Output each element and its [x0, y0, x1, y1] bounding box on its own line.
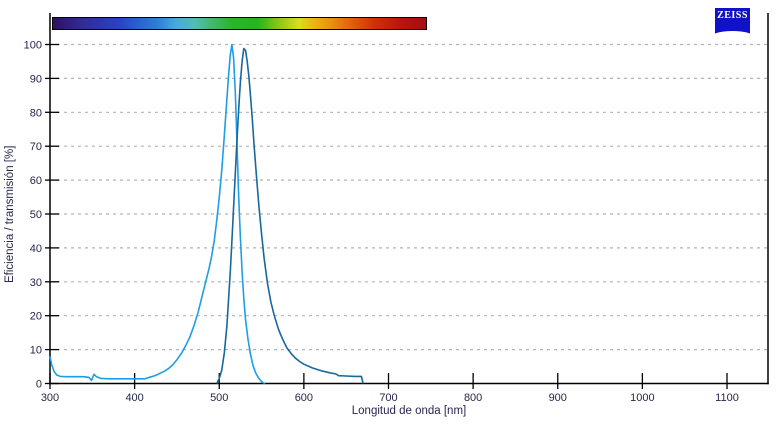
y-tick-label: 30 [30, 277, 42, 289]
y-tick-label: 10 [30, 345, 42, 357]
y-tick-label: 60 [30, 175, 42, 187]
x-tick-label: 700 [379, 392, 397, 404]
zeiss-logo-label: ZEISS [717, 10, 748, 21]
y-tick-label: 40 [30, 243, 42, 255]
y-axis-title: Eficiencia / transmisión [%] [4, 145, 16, 283]
x-tick-label: 1100 [715, 392, 739, 404]
y-tick-label: 50 [30, 209, 42, 221]
emission-spectrum-curve [215, 47, 364, 384]
x-tick-label: 300 [41, 392, 59, 404]
zeiss-logo: ZEISS [715, 8, 750, 37]
x-axis-title: Longitud de onda [nm] [351, 405, 467, 417]
x-tick-label: 600 [295, 392, 313, 404]
x-tick-label: 900 [549, 392, 567, 404]
visible-spectrum-bar [52, 17, 427, 30]
x-tick-label: 800 [464, 392, 482, 404]
x-tick-label: 500 [210, 392, 228, 404]
y-tick-label: 0 [36, 379, 42, 391]
y-tick-label: 90 [30, 73, 42, 85]
x-tick-label: 1000 [630, 392, 654, 404]
y-tick-label: 20 [30, 311, 42, 323]
y-tick-label: 80 [30, 107, 42, 119]
excitation-spectrum-curve [49, 43, 266, 385]
y-tick-label: 70 [30, 141, 42, 153]
y-tick-label: 100 [24, 40, 42, 52]
zeiss-logo-lens-arc [715, 31, 750, 37]
x-tick-label: 400 [125, 392, 143, 404]
